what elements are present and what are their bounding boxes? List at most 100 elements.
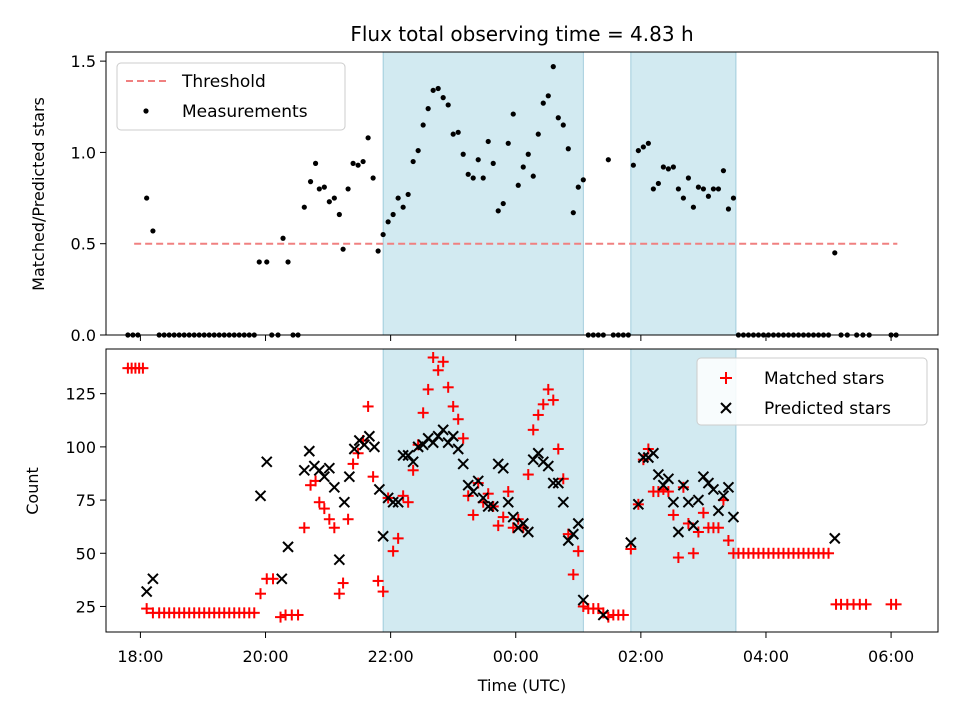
predicted-star-marker: [328, 481, 341, 494]
measurement-point: [312, 160, 319, 166]
matched-star-marker: [377, 586, 389, 598]
measurement-point: [515, 182, 521, 188]
measurement-point: [555, 115, 561, 121]
matched-star-marker: [437, 356, 449, 368]
matched-star-marker: [532, 409, 544, 421]
predicted-star-marker: [333, 553, 346, 566]
predicted-star-marker: [457, 458, 469, 470]
measurement-point: [700, 186, 707, 192]
predicted-star-marker: [712, 505, 725, 517]
matched-star-marker: [572, 545, 584, 557]
top-legend: Threshold Measurements: [116, 62, 346, 131]
matched-star-marker: [677, 481, 689, 493]
measurement-point: [540, 100, 546, 106]
matched-star-marker: [337, 577, 349, 589]
measurement-point: [345, 186, 351, 192]
measurement-point: [321, 184, 327, 190]
measurement-point: [460, 151, 466, 157]
predicted-star-marker: [323, 462, 336, 474]
predicted-star-marker: [632, 498, 645, 511]
measurement-point: [645, 140, 651, 146]
matched-star-marker: [367, 471, 379, 483]
measurement-point: [420, 122, 426, 128]
measurement-point: [570, 210, 576, 216]
measurement-point: [350, 160, 356, 166]
measurement-point: [832, 250, 838, 256]
y-tick-label: 75: [76, 491, 96, 510]
measurement-point: [565, 146, 571, 152]
bottom-y-axis-label: Count: [23, 467, 42, 515]
matched-star-marker: [318, 503, 330, 515]
predicted-star-marker: [140, 585, 153, 598]
measurement-point: [665, 166, 671, 172]
matched-star-marker: [567, 569, 579, 581]
measurement-point: [705, 193, 712, 199]
matched-star-marker: [323, 513, 335, 525]
observing-window-band: [382, 51, 584, 336]
bottom-panel-counts: 25 50 75 100 125 18:00 20:00 22:00 00:00 02:00 04…: [23, 348, 939, 695]
matched-star-marker: [267, 573, 279, 585]
matched-star-marker: [860, 598, 872, 610]
predicted-star-marker: [717, 490, 730, 502]
measurement-point: [410, 158, 416, 165]
matched-star-marker: [712, 522, 724, 534]
predicted-star-marker: [261, 456, 273, 468]
predicted-star-marker: [477, 492, 489, 504]
bottom-plot-frame: [105, 348, 939, 633]
measurement-point: [725, 206, 732, 212]
matched-star-marker: [687, 547, 699, 559]
measurement-point: [355, 162, 361, 168]
predicted-star-marker: [652, 468, 665, 481]
measurement-point: [405, 191, 411, 198]
y-tick-label: 1.5: [71, 52, 96, 71]
measurement-point: [605, 157, 611, 163]
measurement-point: [670, 164, 676, 170]
y-tick-label: 1.0: [71, 143, 96, 162]
predicted-star-marker: [147, 573, 159, 585]
predicted-star-marker: [303, 445, 316, 457]
matched-star-marker: [372, 575, 384, 587]
measurement-point: [307, 179, 314, 185]
measurement-point: [144, 195, 150, 201]
bottom-x-ticks: 18:00 20:00 22:00 00:00 02:00 04:00 06:00: [117, 632, 914, 666]
matched-star-marker: [672, 552, 684, 564]
x-tick-label: 06:00: [868, 647, 914, 666]
predicted-star-marker: [407, 456, 419, 468]
matched-star-marker: [467, 509, 479, 521]
measurement-point: [336, 211, 342, 218]
legend-predicted-label: Predicted stars: [764, 399, 891, 419]
matched-star-marker: [697, 507, 709, 519]
measurement-point: [375, 248, 381, 254]
matched-star-marker: [328, 522, 340, 534]
matched-star-marker: [662, 486, 674, 498]
predicted-star-marker: [397, 449, 409, 462]
predicted-star-marker: [318, 470, 331, 483]
y-tick-label: 0.0: [71, 326, 96, 345]
matched-star-marker: [333, 588, 345, 600]
matched-star-marker: [722, 535, 734, 547]
matched-star-marker: [402, 496, 414, 508]
measurement-point: [301, 204, 307, 210]
x-axis-label: Time (UTC): [477, 676, 566, 695]
measurement-point: [525, 151, 531, 157]
measurement-point: [545, 93, 551, 99]
predicted-star-marker: [672, 526, 685, 538]
matched-star-marker: [432, 364, 444, 376]
predicted-star-marker: [348, 443, 361, 455]
measurement-point: [264, 259, 270, 265]
measurement-point: [430, 87, 436, 93]
matched-star-marker: [313, 496, 325, 508]
legend-matched-swatch: [720, 372, 732, 384]
measurement-point: [400, 204, 406, 210]
matched-star-marker: [255, 588, 267, 600]
x-tick-label: 22:00: [368, 647, 414, 666]
y-tick-label: 100: [65, 438, 96, 457]
measurement-point: [650, 186, 656, 192]
predicted-star-marker: [447, 430, 459, 442]
measurement-point: [150, 228, 156, 234]
legend-threshold-label: Threshold: [181, 72, 266, 92]
predicted-star-marker: [557, 496, 569, 508]
measurement-point: [340, 246, 346, 252]
measurement-point: [495, 208, 501, 214]
matched-star-marker: [452, 413, 464, 425]
